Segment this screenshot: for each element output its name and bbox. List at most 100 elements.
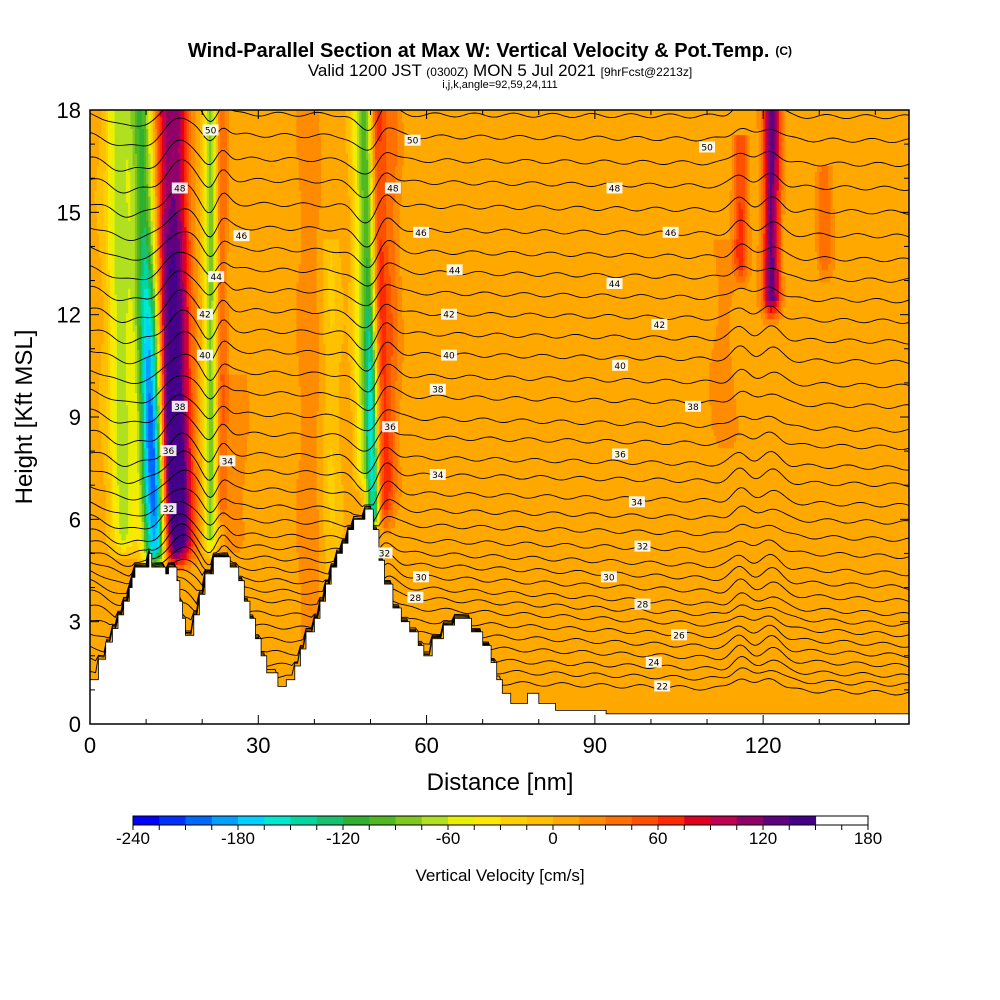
velocity-cell [208,159,212,166]
velocity-cell [184,196,187,203]
velocity-cell [208,392,214,400]
velocity-cell [195,490,199,498]
velocity-cell [184,539,187,547]
velocity-cell [101,367,109,375]
velocity-cell [213,361,217,369]
velocity-cell [738,226,744,234]
velocity-cell [206,189,210,197]
velocity-cell [188,441,192,449]
velocity-cell [375,404,378,412]
velocity-cell [213,183,217,191]
velocity-cell [195,472,199,479]
velocity-cell [224,398,230,406]
velocity-cell [116,337,127,344]
velocity-cell [206,533,210,541]
velocity-cell [375,202,378,209]
velocity-cell [781,257,784,265]
velocity-cell [108,386,111,393]
velocity-cell [323,521,331,529]
velocity-cell [202,294,205,301]
velocity-cell [155,183,158,191]
velocity-cell [152,533,156,541]
velocity-cell [220,410,223,418]
velocity-cell [379,453,383,461]
velocity-cell [354,318,358,326]
velocity-cell [372,140,376,148]
velocity-cell [143,392,147,400]
velocity-cell [179,245,183,252]
velocity-cell [217,429,221,436]
velocity-cell [179,343,183,350]
velocity-cell [150,171,154,179]
velocity-cell [204,257,208,265]
velocity-cell [372,361,376,369]
velocity-cell [361,423,365,430]
velocity-cell [220,398,223,406]
velocity-cell [774,208,778,215]
velocity-cell [177,275,181,283]
velocity-cell [112,153,116,160]
velocity-cell [164,196,167,203]
velocity-cell [116,355,127,363]
velocity-cell [217,288,221,295]
velocity-cell [352,208,356,215]
velocity-cell [139,361,143,369]
velocity-cell [318,601,909,608]
velocity-cell [143,380,147,387]
velocity-cell [352,355,356,363]
velocity-cell [377,263,380,271]
velocity-cell [772,183,775,191]
velocity-cell [354,257,358,265]
velocity-cell [734,177,737,185]
velocity-cell [217,238,221,246]
velocity-cell [188,245,192,252]
velocity-cell [139,349,143,357]
velocity-cell [191,177,197,185]
velocity-cell [386,367,392,375]
velocity-cell [370,472,374,479]
velocity-cell [217,490,221,498]
velocity-cell [166,355,170,363]
velocity-cell [375,263,378,271]
velocity-cell [381,490,385,498]
velocity-cell [397,140,405,148]
velocity-cell [146,539,149,547]
velocity-cell [357,208,360,215]
velocity-cell [193,527,196,535]
velocity-cell [399,460,909,467]
velocity-cell [375,521,378,529]
velocity-cell [769,171,775,179]
velocity-cell [208,386,214,393]
velocity-cell [110,380,116,387]
velocity-cell [363,238,369,246]
velocity-cell [327,484,336,492]
velocity-cell [758,232,762,240]
velocity-cell [357,251,360,258]
velocity-cell [359,472,363,479]
velocity-cell [168,324,181,332]
velocity-cell [139,545,143,553]
velocity-cell [199,232,203,240]
velocity-cell [835,238,909,246]
velocity-cell [148,423,154,430]
velocity-cell [743,214,746,222]
velocity-cell [316,232,351,240]
velocity-cell [383,392,387,400]
velocity-cell [819,245,831,252]
velocity-cell [357,447,360,455]
velocity-cell [734,257,740,265]
velocity-cell [206,392,210,400]
velocity-cell [368,331,371,338]
velocity-cell [392,429,396,436]
velocity-cell [157,214,161,222]
velocity-cell [103,318,109,326]
velocity-cell [215,521,219,529]
velocity-cell [208,165,212,172]
velocity-cell [765,300,769,307]
velocity-cell [368,232,371,240]
velocity-cell [114,355,118,363]
velocity-cell [222,410,226,418]
velocity-cell [336,576,909,584]
velocity-cell [316,435,324,443]
velocity-cell [139,159,145,166]
